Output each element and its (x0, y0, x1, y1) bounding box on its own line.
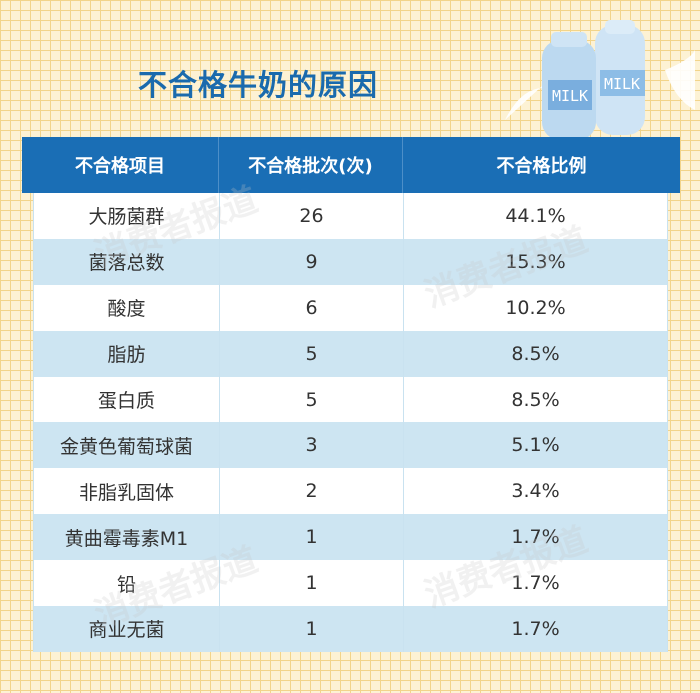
cell-batches: 6 (219, 284, 404, 331)
table-row: 铅 1 1.7% (34, 560, 667, 607)
table-row: 蛋白质 5 8.5% (34, 376, 667, 423)
table-row: 黄曲霉毒素M1 1 1.7% (34, 514, 667, 561)
table-body: 大肠菌群 26 44.1% 菌落总数 9 15.3% 酸度 6 10.2% 脂肪 5 8.5% 蛋白质 5… (33, 193, 668, 652)
cell-item: 金黄色葡萄球菌 (59, 435, 193, 458)
cell-batches: 1 (219, 560, 404, 607)
cell-batches: 9 (219, 238, 404, 285)
table-header: 不合格项目 不合格批次(次) 不合格比例 (22, 137, 680, 193)
milk-bottles-illustration: MILK MILK (505, 20, 695, 140)
cell-ratio: 1.7% (511, 617, 560, 640)
cell-batches: 3 (219, 422, 404, 469)
table-row: 脂肪 5 8.5% (34, 330, 667, 377)
table-row: 非脂乳固体 2 3.4% (34, 468, 667, 515)
table-row: 金黄色葡萄球菌 3 5.1% (34, 422, 667, 469)
table-row: 大肠菌群 26 44.1% (34, 193, 667, 239)
cell-item: 蛋白质 (97, 390, 155, 412)
cell-batches: 5 (219, 376, 404, 423)
cell-ratio: 8.5% (511, 342, 560, 365)
cell-batches: 5 (219, 330, 404, 377)
failure-reasons-table: 不合格项目 不合格批次(次) 不合格比例 大肠菌群 26 44.1% 菌落总数 9 15.… (22, 137, 680, 652)
page-title: 不合格牛奶的原因 (138, 68, 379, 102)
header-item: 不合格项目 (75, 156, 165, 177)
svg-text:MILK: MILK (552, 87, 588, 105)
cell-item: 黄曲霉毒素M1 (64, 527, 189, 550)
cell-item: 酸度 (107, 298, 146, 321)
cell-ratio: 1.7% (511, 526, 560, 549)
svg-text:MILK: MILK (604, 75, 640, 93)
cell-ratio: 15.3% (505, 250, 566, 273)
table-row: 菌落总数 9 15.3% (34, 238, 667, 285)
header-batches: 不合格批次(次) (218, 137, 403, 193)
cell-batches: 1 (219, 606, 404, 652)
cell-ratio: 3.4% (511, 480, 560, 503)
cell-item: 商业无菌 (88, 619, 165, 642)
cell-ratio: 8.5% (511, 388, 560, 411)
header-ratio: 不合格比例 (496, 156, 587, 177)
table-row: 酸度 6 10.2% (34, 284, 667, 331)
cell-batches: 1 (219, 514, 404, 561)
cell-item: 菌落总数 (88, 252, 165, 275)
cell-ratio: 44.1% (505, 204, 566, 227)
cell-batches: 2 (219, 468, 404, 515)
cell-item: 脂肪 (107, 344, 146, 367)
table-row: 商业无菌 1 1.7% (34, 606, 667, 652)
cell-ratio: 5.1% (511, 434, 560, 457)
cell-ratio: 1.7% (511, 572, 560, 595)
cell-batches: 26 (219, 193, 404, 239)
cell-item: 大肠菌群 (88, 206, 165, 229)
cell-item: 铅 (116, 573, 136, 596)
cell-ratio: 10.2% (505, 296, 566, 319)
cell-item: 非脂乳固体 (78, 481, 174, 504)
